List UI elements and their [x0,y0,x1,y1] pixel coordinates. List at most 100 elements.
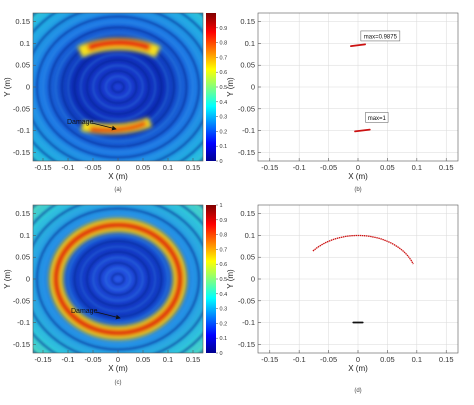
colorbar-tick-label-a-4: 0.4 [220,100,228,106]
axes-d-marks [312,234,414,324]
axes-c-yticks: 0.15 0.1 0.05 0 -0.05 -0.1 -0.15 [13,209,36,349]
heatmap-a-ring-9 [55,32,181,142]
xtick-label-d-3: 0 [356,355,360,364]
heatmap-c-ring [52,221,184,337]
annotation-a-arrow [91,122,117,131]
heatmap-a-ring-10 [48,26,188,148]
panel-a: -0.15 -0.1 -0.05 0 0.05 0.1 0.15 0.150.10.050-… [3,12,227,193]
ytick-label-a-3: 0 [26,83,30,92]
xtick-label-c-4: 0.05 [136,355,151,364]
xtick-label-a-0: -0.15 [34,163,51,172]
heatmap-c-ring-3 [92,256,144,302]
axes-b-xticks: -0.15 -0.1 -0.05 0 0.05 0.1 0.15 [261,158,454,172]
ytick-label-a-5: -0.1 [17,126,30,135]
colorbar-tick-label-a-9: 0.9 [220,26,228,32]
ytick-label-c-4: -0.05 [13,296,30,305]
colorbar-tick-label-c-4: 0.4 [220,292,228,298]
axes-b-xlabel: X (m) [348,172,368,181]
label-b-0: max=0.9875 [364,35,398,41]
xtick-label-c-2: -0.05 [84,355,101,364]
heatmap-c-ring-7 [67,234,169,324]
label-box-b-0 [360,30,401,42]
colorbar-tick-label-a-2: 0.2 [220,129,228,135]
axes-c-xlabel: X (m) [108,364,128,373]
colorbar-tick-label-c-9: 0.9 [220,218,228,224]
heatmap-c-ring-2 [98,261,138,297]
xtick-label-b-5: 0.1 [412,163,422,172]
colorbar-tick-label-c-2: 0.2 [220,321,228,327]
annotation-c-arrow [95,311,121,320]
heatmap-c-ring-12 [35,207,201,351]
xtick-label-b-3: 0 [356,163,360,172]
colorbar-tick-label-c-1: 0.1 [220,336,228,342]
xtick-label-c-0: -0.15 [34,355,51,364]
colorbar-tick-label-c-3: 0.3 [220,307,228,313]
xtick-label-b-1: -0.1 [293,163,306,172]
ytick-label-c-3: 0 [26,275,30,284]
xtick-label-a-6: 0.15 [186,163,201,172]
panel-d-caption: (d) [354,388,361,394]
xtick-label-b-6: 0.15 [439,163,454,172]
ytick-label-a-4: -0.05 [13,104,30,113]
ytick-label-b-0: 0.15 [240,17,255,26]
axes-a-xticks: -0.15 -0.1 -0.05 0 0.05 0.1 0.15 [34,158,200,172]
panel-c-caption: (c) [115,380,122,386]
axes-b-marks [350,43,371,133]
heatmap-a-ring-1 [105,75,131,99]
xtick-label-d-1: -0.1 [293,355,306,364]
ytick-label-d-3: 0 [251,275,255,284]
colorbar-tick-label-c-0: 0 [220,351,223,357]
xtick-label-c-5: 0.1 [163,355,173,364]
xtick-label-d-6: 0.15 [439,355,454,364]
ytick-label-a-2: 0.05 [15,61,30,70]
colorbar-tick-label-c-8: 0.8 [220,233,228,239]
axes-a-yticks: 0.15 0.1 0.05 0 -0.05 -0.1 -0.15 [13,17,36,157]
colorbar-tick-label-a-7: 0.7 [220,55,228,61]
colorbar-tick-label-c-5: 0.5 [220,277,228,283]
ytick-label-d-0: 0.15 [240,209,255,218]
ytick-label-d-5: -0.1 [242,318,255,327]
panel-a-caption: (a) [114,187,121,193]
axes-b-labels: max=0.9875 max=1 [360,30,401,123]
axes-d-grid [258,205,458,353]
mark-b-segment-1 [354,128,371,133]
heatmap-c-ring-0 [110,272,126,286]
xtick-label-c-3: 0 [116,355,120,364]
xtick-label-a-5: 0.1 [163,163,173,172]
heatmap-a-ring-12 [35,15,201,159]
colorbar-c [206,205,216,353]
ytick-label-d-4: -0.05 [238,296,255,305]
ytick-label-a-6: -0.15 [13,148,30,157]
annotation-a-damage: Damage [67,119,94,126]
axes-a-xlabel: X (m) [108,172,128,181]
xtick-label-c-6: 0.15 [186,355,201,364]
heatmap-c-ring-4 [85,250,151,308]
heatmap-a-ring-3 [92,64,144,110]
heatmap-c-ring-11 [42,213,194,345]
xtick-label-c-1: -0.1 [62,355,75,364]
colorbar-tick-label-c-7: 0.7 [220,247,228,253]
ytick-label-b-6: -0.15 [238,148,255,157]
ytick-label-d-2: 0.05 [240,253,255,262]
label-box-b-1 [365,112,389,123]
axes-c-ylabel: Y (m) [3,269,12,289]
heatmap-a-ring-11 [42,21,194,153]
mark-d-arc [312,234,414,265]
colorbar-tick-label-a-6: 0.6 [220,70,228,76]
ytick-label-c-6: -0.15 [13,340,30,349]
heatmap-c-ring-5 [80,245,156,313]
label-b-1: max=1 [368,116,387,122]
xtick-label-a-2: -0.05 [84,163,101,172]
axes-d-xticks: -0.15 -0.1 -0.05 0 0.05 0.1 0.15 [261,350,454,364]
xtick-label-d-2: -0.05 [320,355,337,364]
xtick-label-b-0: -0.15 [261,163,278,172]
colorbar-a-ticks: 0 0.1 0.2 0.3 0.4 0.5 0.6 0.7 0.8 0.9 [216,26,227,165]
colorbar-tick-label-a-8: 0.8 [220,41,228,47]
colorbar-tick-label-a-1: 0.1 [220,144,228,150]
colorbar-tick-label-c-6: 0.6 [220,262,228,268]
panel-b: -0.15 -0.1 -0.05 0 0.05 0.1 0.15 0.150.10.050-… [226,12,459,193]
xtick-label-d-4: 0.05 [380,355,395,364]
colorbar-tick-label-a-5: 0.5 [220,85,228,91]
ytick-label-b-4: -0.05 [238,104,255,113]
panel-c: -0.15 -0.1 -0.05 0 0.05 0.1 0.15 0.150.10.050-… [3,203,228,386]
